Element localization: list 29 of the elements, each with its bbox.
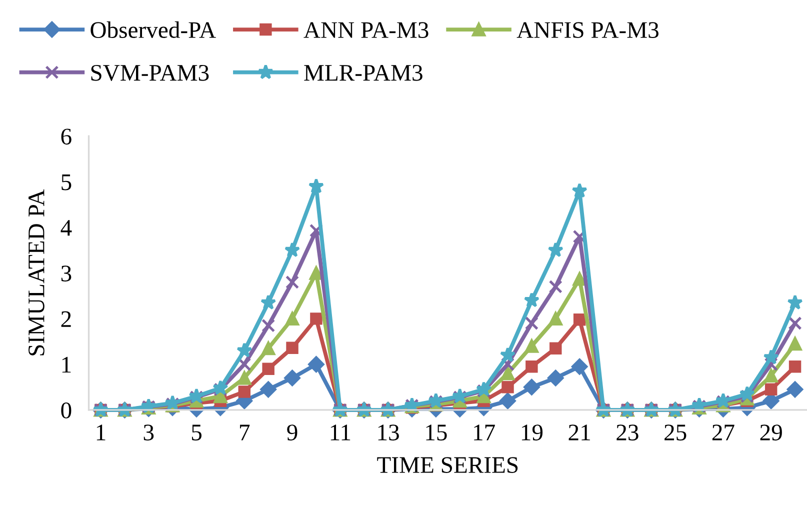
y-tick-label: 6	[61, 128, 72, 145]
x-tick-label: 13	[378, 424, 399, 440]
x-axis-title: TIME SERIES	[377, 457, 518, 473]
x-tick-label: 15	[426, 424, 447, 440]
x-tick-label: 29	[760, 424, 782, 440]
legend-label: MLR-PAM3	[304, 64, 422, 81]
x-tick-label: 19	[522, 424, 543, 440]
x-tick-label: 7	[240, 424, 250, 440]
x-tick-label: 1	[96, 424, 106, 440]
legend-label: ANFIS PA-M3	[516, 22, 658, 38]
x-tick-label: 17	[474, 424, 495, 440]
y-tick-label: 3	[61, 266, 72, 282]
y-tick-label: 0	[61, 402, 72, 418]
y-tick-label: 2	[61, 311, 71, 327]
x-tick-label: 11	[330, 424, 350, 440]
x-tick-label: 3	[144, 424, 154, 440]
x-tick-label: 9	[287, 424, 298, 440]
x-tick-label: 5	[192, 424, 202, 440]
x-tick-label: 21	[568, 424, 590, 440]
x-tick-label: 23	[616, 424, 638, 440]
y-tick-label: 5	[62, 174, 72, 190]
y-tick-label: 1	[62, 356, 71, 373]
y-tick-label: 4	[60, 220, 72, 236]
legend-label: SVM-PAM3	[91, 64, 209, 81]
legend-label: Observed-PA	[90, 21, 216, 38]
y-axis-title: SIMULATED PA	[28, 189, 44, 356]
legend-label: ANN PA-M3	[304, 22, 428, 38]
x-tick-label: 27	[712, 424, 734, 440]
x-tick-label: 25	[664, 424, 686, 440]
